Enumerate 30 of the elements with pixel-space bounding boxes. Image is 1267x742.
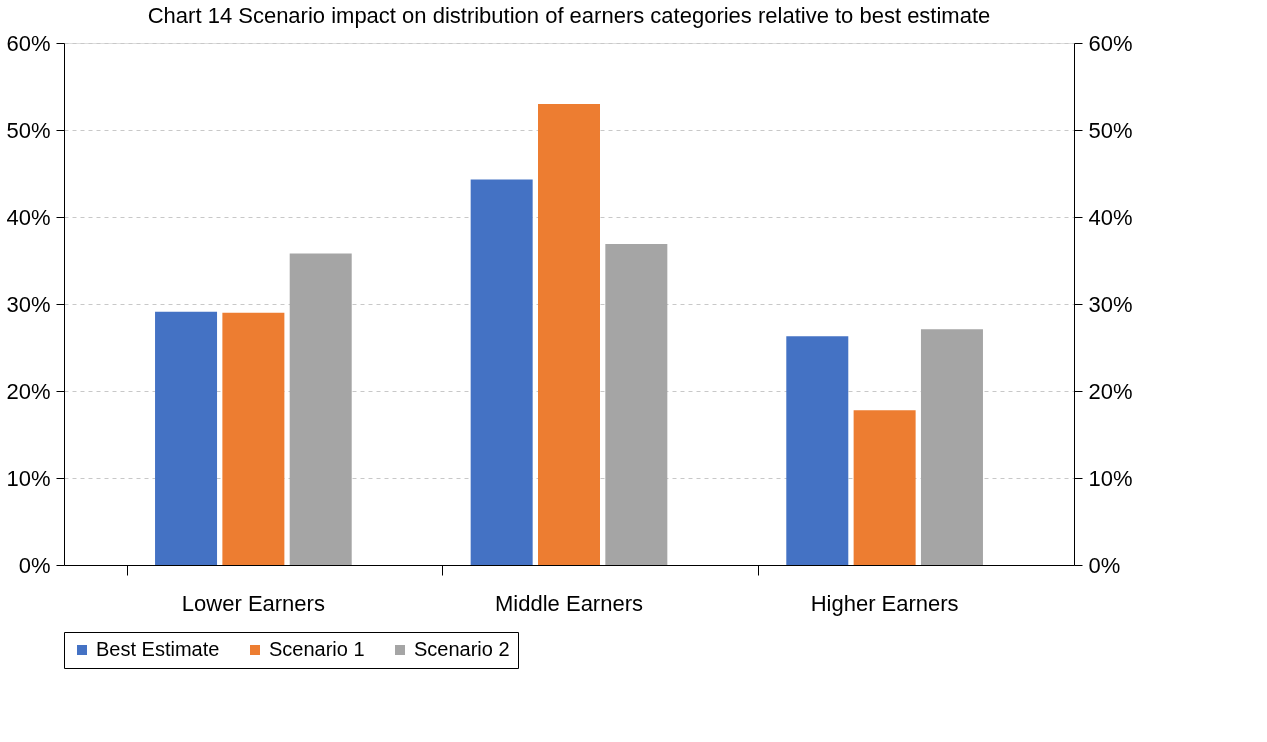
bar: [222, 312, 285, 565]
chart-title: Chart 14 Scenario impact on distribution of earners categories relative to best estimate: [147, 3, 991, 28]
bar: [605, 243, 668, 565]
x-tick-label: Higher Earners: [810, 590, 959, 616]
y-tick-label: 60%: [6, 30, 51, 56]
legend-label: Scenario 2: [414, 638, 510, 660]
y-tick-label: 20%: [6, 378, 51, 404]
bar: [470, 179, 533, 565]
y2-tick-label: 20%: [1088, 378, 1133, 404]
y-tick-label: 0%: [18, 552, 51, 578]
y-tick-label: 30%: [6, 291, 51, 317]
legend-label: Scenario 1: [269, 638, 365, 660]
x-tick-label: Middle Earners: [495, 590, 643, 616]
y2-tick-label: 10%: [1088, 465, 1133, 491]
y2-tick-label: 40%: [1088, 204, 1133, 230]
bar: [155, 311, 218, 565]
y2-tick-label: 50%: [1088, 117, 1133, 143]
bar: [920, 329, 983, 565]
y-tick-label: 10%: [6, 465, 51, 491]
bar: [289, 253, 352, 565]
y-tick-label: 40%: [6, 204, 51, 230]
y2-tick-label: 30%: [1088, 291, 1133, 317]
bar: [786, 336, 849, 565]
y2-tick-label: 60%: [1088, 30, 1133, 56]
bar: [853, 410, 916, 565]
bar: [538, 103, 600, 565]
y-tick-label: 50%: [6, 117, 51, 143]
legend-label: Best Estimate: [96, 638, 220, 660]
x-tick-label: Lower Earners: [181, 590, 325, 616]
y2-tick-label: 0%: [1088, 552, 1121, 578]
